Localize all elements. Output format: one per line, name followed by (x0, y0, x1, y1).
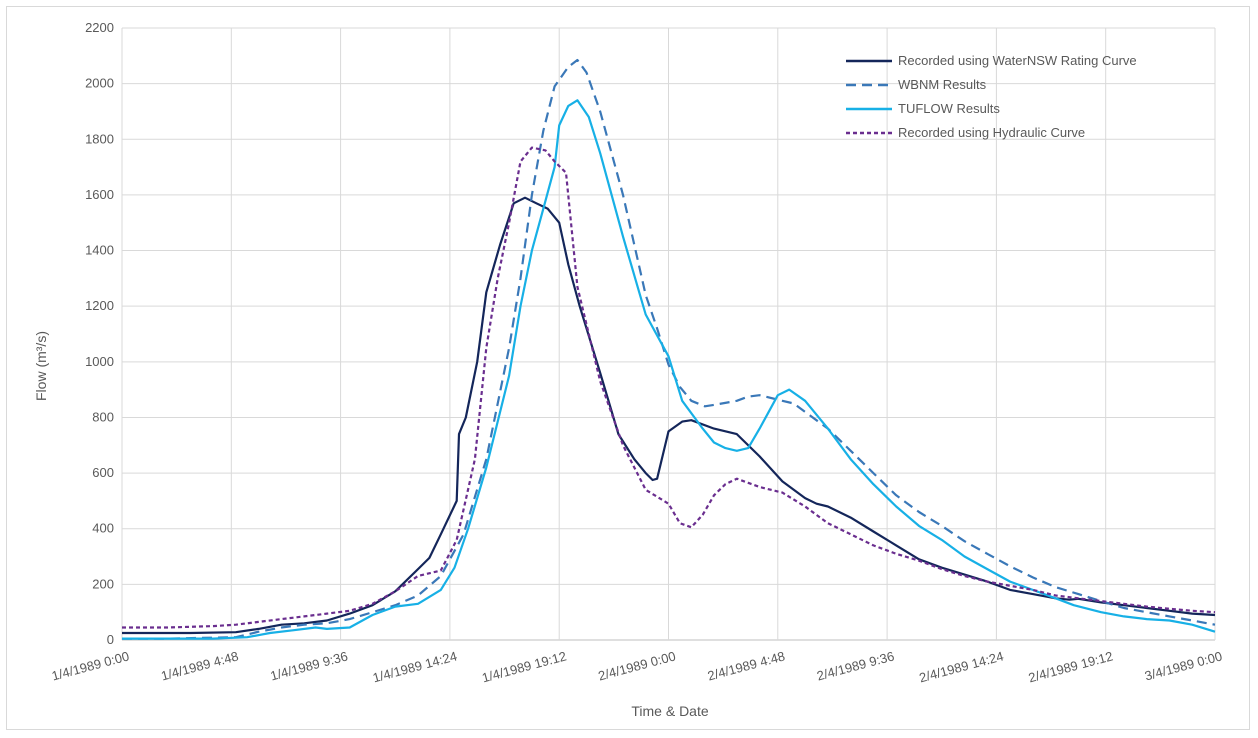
y-tick-label: 1600 (85, 187, 114, 202)
legend-label: Recorded using WaterNSW Rating Curve (898, 53, 1137, 68)
series-line-2 (122, 58, 1216, 640)
legend-label: TUFLOW Results (898, 101, 1000, 116)
x-tick-label: 1/4/1989 14:24 (371, 648, 459, 685)
series-line-4 (122, 146, 1216, 629)
x-tick-label: 1/4/1989 0:00 (50, 648, 131, 683)
y-tick-label: 1000 (85, 354, 114, 369)
y-tick-label: 0 (107, 632, 114, 647)
x-tick-label: 2/4/1989 4:48 (706, 648, 787, 683)
grid (121, 27, 1216, 641)
chart-frame (6, 6, 1250, 730)
y-tick-label: 600 (92, 465, 114, 480)
series-line-3 (122, 99, 1216, 640)
y-axis-title: Flow (m³/s) (33, 331, 49, 401)
y-tick-label: 2000 (85, 76, 114, 91)
x-tick-label: 2/4/1989 19:12 (1027, 648, 1115, 685)
legend-label: Recorded using Hydraulic Curve (898, 125, 1085, 140)
series-group (122, 58, 1216, 640)
x-tick-label: 2/4/1989 0:00 (597, 648, 678, 683)
x-tick-label: 1/4/1989 19:12 (480, 648, 568, 685)
x-tick-label: 2/4/1989 9:36 (815, 648, 896, 683)
x-tick-label: 2/4/1989 14:24 (918, 648, 1006, 685)
y-tick-label: 800 (92, 409, 114, 424)
x-tick-label: 1/4/1989 9:36 (269, 648, 350, 683)
y-tick-label: 1200 (85, 298, 114, 313)
x-axis-title: Time & Date (631, 703, 708, 719)
y-tick-label: 1400 (85, 243, 114, 258)
legend: Recorded using WaterNSW Rating Curve WBNM… (846, 53, 1137, 140)
y-tick-label: 1800 (85, 131, 114, 146)
legend-label: WBNM Results (898, 77, 987, 92)
y-axis-ticks: 0 200 400 600 800 1000 1200 1400 1600 1800 2000 220… (85, 20, 114, 647)
y-tick-label: 200 (92, 576, 114, 591)
y-tick-label: 400 (92, 521, 114, 536)
y-tick-label: 2200 (85, 20, 114, 35)
x-tick-label: 3/4/1989 0:00 (1143, 648, 1224, 683)
x-axis-ticks: 1/4/1989 0:00 1/4/1989 4:48 1/4/1989 9:36 1… (50, 648, 1224, 685)
series-line-1 (122, 196, 1216, 635)
x-tick-label: 1/4/1989 4:48 (159, 648, 240, 683)
